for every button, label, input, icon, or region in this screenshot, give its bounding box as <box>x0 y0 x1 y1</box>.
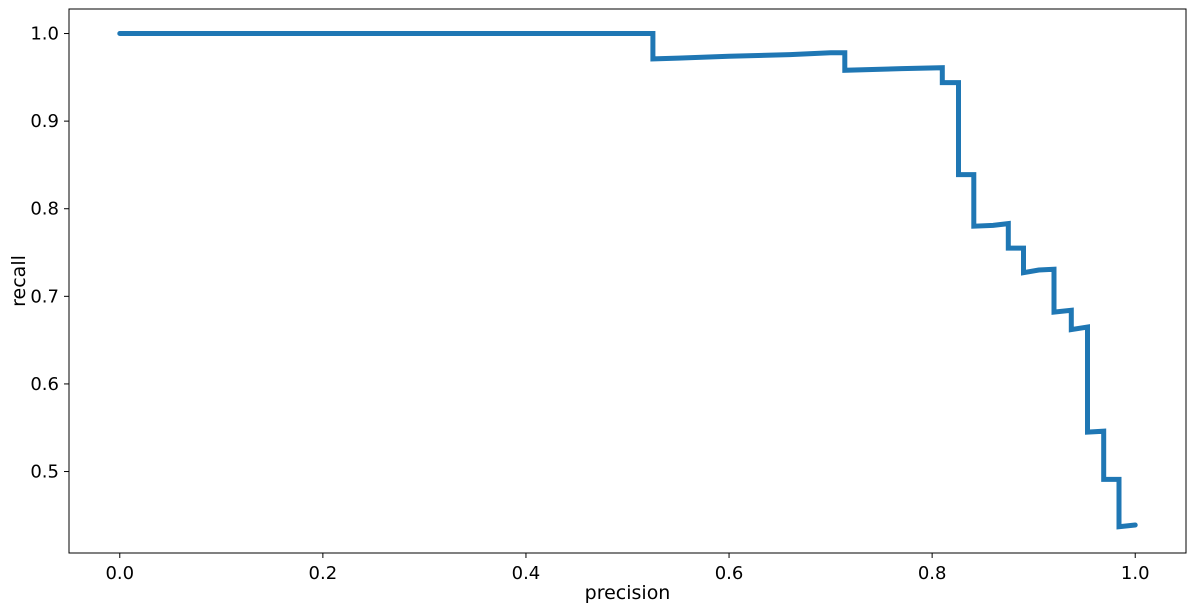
x-tick-label: 1.0 <box>1121 563 1150 584</box>
y-tick-label: 0.9 <box>30 111 59 132</box>
y-tick-label: 1.0 <box>30 24 59 45</box>
x-tick-label: 0.8 <box>918 563 947 584</box>
y-tick-label: 0.8 <box>30 199 59 220</box>
y-axis: 0.5 0.6 0.7 0.8 0.9 1.0 <box>30 24 69 483</box>
y-axis-label: recall <box>8 255 30 307</box>
x-tick-label: 0.4 <box>512 563 541 584</box>
x-tick-label: 0.2 <box>309 563 338 584</box>
plot-frame <box>68 8 1187 554</box>
x-tick-label: 0.6 <box>715 563 744 584</box>
plot-area <box>68 8 1187 554</box>
y-tick-label: 0.5 <box>30 462 59 483</box>
x-axis: 0.0 0.2 0.4 0.6 0.8 1.0 <box>105 553 1150 584</box>
x-tick-label: 0.0 <box>105 563 134 584</box>
series-line-precision-recall <box>117 31 1138 530</box>
x-axis-label: precision <box>585 582 671 604</box>
y-tick-label: 0.7 <box>30 286 59 307</box>
y-tick-label: 0.6 <box>30 374 59 395</box>
